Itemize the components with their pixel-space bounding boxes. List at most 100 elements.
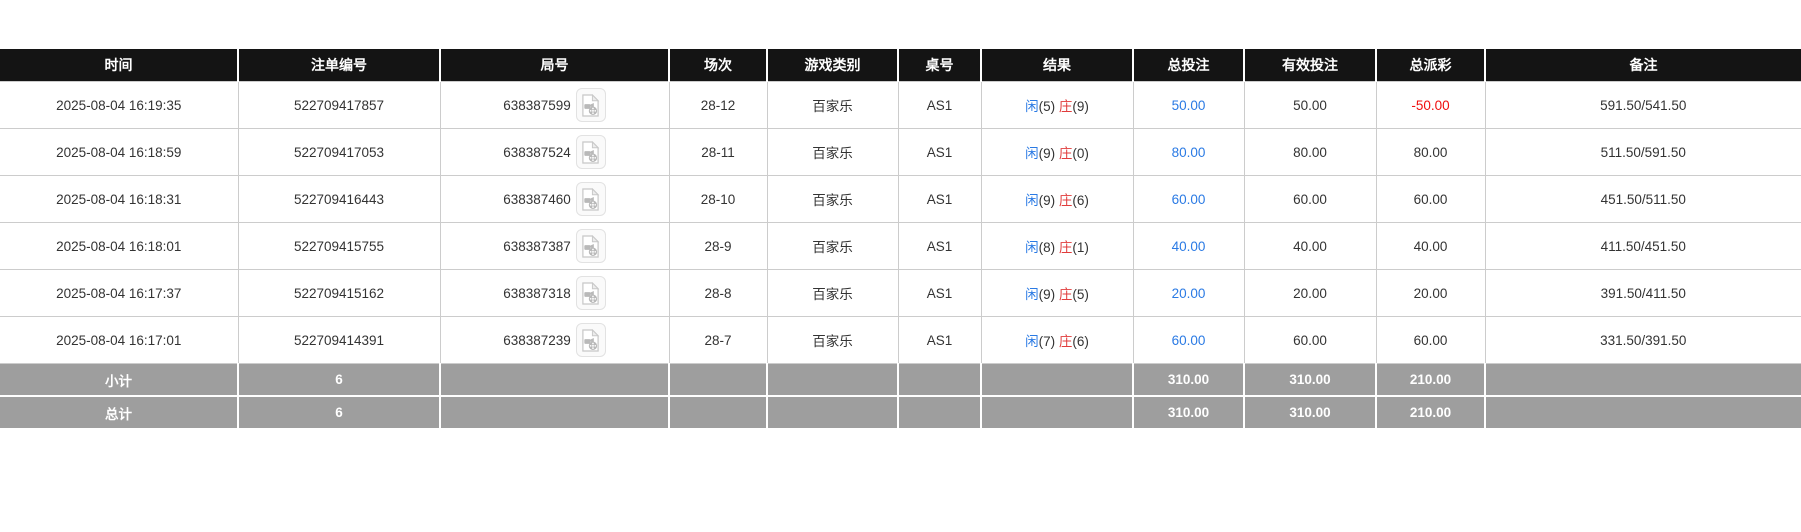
round-number: 638387460 bbox=[503, 191, 571, 207]
grand-total-total-payout: 210.00 bbox=[1376, 395, 1486, 428]
cell-table-no: AS1 bbox=[897, 269, 982, 317]
cell-result: 闲(8) 庄(1) bbox=[980, 222, 1134, 270]
player-result-score: (7) bbox=[1038, 334, 1056, 349]
subtotal-total-bet: 310.00 bbox=[1133, 363, 1245, 397]
cell-result: 闲(7) 庄(6) bbox=[980, 316, 1134, 364]
col-header-total-payout: 总派彩 bbox=[1376, 49, 1486, 82]
subtotal-empty-cell bbox=[981, 363, 1134, 397]
banker-result-score: (9) bbox=[1072, 99, 1089, 114]
cell-table-no: AS1 bbox=[897, 81, 982, 129]
banker-result-label: 庄 bbox=[1058, 334, 1073, 349]
table-row: 2025-08-04 16:18:59 522709417053 6383875… bbox=[0, 128, 1801, 176]
cell-time: 2025-08-04 16:18:31 bbox=[0, 175, 239, 223]
cell-remark: 511.50/591.50 bbox=[1484, 128, 1801, 176]
cell-time: 2025-08-04 16:19:35 bbox=[0, 81, 239, 129]
banker-result-score: (6) bbox=[1072, 193, 1089, 208]
table-row: 2025-08-04 16:18:31 522709416443 6383874… bbox=[0, 175, 1801, 223]
player-result-score: (8) bbox=[1038, 240, 1056, 255]
round-number: 638387524 bbox=[503, 144, 571, 160]
total-bet-link[interactable]: 80.00 bbox=[1171, 144, 1206, 160]
cell-round-id: 638387318 bbox=[439, 269, 670, 317]
subtotal-empty-cell bbox=[767, 363, 899, 397]
video-file-icon bbox=[582, 234, 600, 258]
cell-round-id: 638387387 bbox=[439, 222, 670, 270]
player-result-score: (9) bbox=[1038, 146, 1056, 161]
total-bet-link[interactable]: 40.00 bbox=[1171, 238, 1206, 254]
video-replay-button[interactable] bbox=[575, 323, 606, 357]
round-number: 638387387 bbox=[503, 238, 571, 254]
cell-remark: 331.50/391.50 bbox=[1484, 316, 1801, 364]
video-replay-button[interactable] bbox=[575, 135, 606, 169]
cell-table-no: AS1 bbox=[897, 222, 982, 270]
cell-remark: 411.50/451.50 bbox=[1484, 222, 1801, 270]
total-bet-link[interactable]: 60.00 bbox=[1171, 332, 1206, 348]
cell-round-id: 638387460 bbox=[439, 175, 670, 223]
col-header-round-id: 局号 bbox=[440, 49, 670, 82]
banker-result-label: 庄 bbox=[1058, 287, 1073, 302]
subtotal-empty-cell bbox=[1485, 363, 1801, 397]
cell-total-bet: 20.00 bbox=[1132, 269, 1245, 317]
subtotal-empty-cell bbox=[440, 363, 670, 397]
video-replay-button[interactable] bbox=[575, 276, 606, 310]
grand-total-count: 6 bbox=[238, 395, 441, 428]
col-header-remark: 备注 bbox=[1485, 49, 1801, 82]
cell-game-type: 百家乐 bbox=[766, 222, 899, 270]
banker-result-label: 庄 bbox=[1058, 99, 1073, 114]
cell-result: 闲(9) 庄(6) bbox=[980, 175, 1134, 223]
cell-valid-bet: 60.00 bbox=[1243, 316, 1377, 364]
cell-bet-id: 522709417857 bbox=[237, 81, 441, 129]
col-header-result: 结果 bbox=[981, 49, 1134, 82]
total-bet-link[interactable]: 20.00 bbox=[1171, 285, 1206, 301]
player-result-label: 闲 bbox=[1025, 287, 1039, 302]
grand-total-empty-cell bbox=[1485, 395, 1801, 428]
cell-session: 28-10 bbox=[668, 175, 768, 223]
cell-result: 闲(9) 庄(0) bbox=[980, 128, 1134, 176]
banker-result-score: (5) bbox=[1072, 287, 1089, 302]
cell-total-payout: 80.00 bbox=[1375, 128, 1486, 176]
video-file-icon bbox=[582, 140, 600, 164]
cell-session: 28-11 bbox=[668, 128, 768, 176]
subtotal-empty-cell bbox=[669, 363, 768, 397]
grand-total-valid-bet: 310.00 bbox=[1244, 395, 1377, 428]
player-result-label: 闲 bbox=[1025, 146, 1039, 161]
cell-total-payout: 40.00 bbox=[1375, 222, 1486, 270]
cell-valid-bet: 40.00 bbox=[1243, 222, 1377, 270]
total-bet-link[interactable]: 60.00 bbox=[1171, 191, 1206, 207]
cell-game-type: 百家乐 bbox=[766, 175, 899, 223]
video-file-icon bbox=[582, 328, 600, 352]
table-row: 2025-08-04 16:18:01 522709415755 6383873… bbox=[0, 222, 1801, 270]
col-header-total-bet: 总投注 bbox=[1133, 49, 1245, 82]
player-result-label: 闲 bbox=[1025, 334, 1039, 349]
cell-session: 28-12 bbox=[668, 81, 768, 129]
cell-total-payout: 20.00 bbox=[1375, 269, 1486, 317]
video-replay-button[interactable] bbox=[575, 229, 606, 263]
cell-time: 2025-08-04 16:18:59 bbox=[0, 128, 239, 176]
cell-round-id: 638387524 bbox=[439, 128, 670, 176]
table-row: 2025-08-04 16:17:01 522709414391 6383872… bbox=[0, 316, 1801, 364]
col-header-time: 时间 bbox=[0, 49, 239, 82]
cell-time: 2025-08-04 16:18:01 bbox=[0, 222, 239, 270]
grand-total-empty-cell bbox=[898, 395, 982, 428]
banker-result-label: 庄 bbox=[1058, 193, 1073, 208]
video-replay-button[interactable] bbox=[575, 88, 606, 122]
player-result-score: (9) bbox=[1038, 193, 1056, 208]
round-number: 638387599 bbox=[503, 97, 571, 113]
col-header-session: 场次 bbox=[669, 49, 768, 82]
cell-remark: 451.50/511.50 bbox=[1484, 175, 1801, 223]
total-bet-link[interactable]: 50.00 bbox=[1171, 97, 1206, 113]
subtotal-valid-bet: 310.00 bbox=[1244, 363, 1377, 397]
col-header-bet-id: 注单编号 bbox=[238, 49, 441, 82]
cell-remark: 591.50/541.50 bbox=[1484, 81, 1801, 129]
col-header-game-type: 游戏类别 bbox=[767, 49, 899, 82]
cell-result: 闲(5) 庄(9) bbox=[980, 81, 1134, 129]
cell-result: 闲(9) 庄(5) bbox=[980, 269, 1134, 317]
player-result-label: 闲 bbox=[1025, 240, 1039, 255]
grand-total-empty-cell bbox=[669, 395, 768, 428]
video-file-icon bbox=[582, 281, 600, 305]
player-result-label: 闲 bbox=[1025, 193, 1039, 208]
cell-valid-bet: 50.00 bbox=[1243, 81, 1377, 129]
col-header-table-no: 桌号 bbox=[898, 49, 982, 82]
cell-round-id: 638387239 bbox=[439, 316, 670, 364]
video-replay-button[interactable] bbox=[575, 182, 606, 216]
banker-result-label: 庄 bbox=[1058, 240, 1073, 255]
